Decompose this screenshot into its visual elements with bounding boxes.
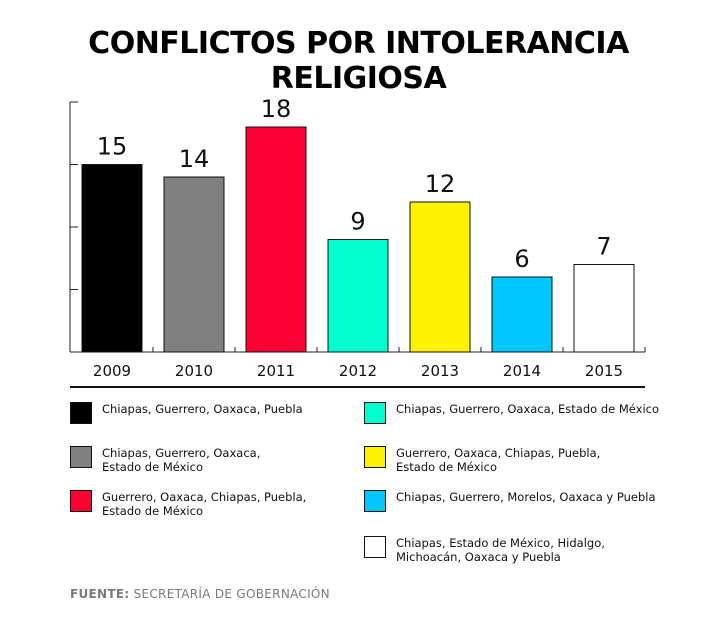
legend-label: Chiapas, Guerrero, Morelos, Oaxaca y Pue… bbox=[396, 490, 656, 504]
x-tick-label: 2010 bbox=[175, 362, 213, 380]
x-tick-label: 2009 bbox=[93, 362, 131, 380]
source-note: FUENTE: SECRETARÍA DE GOBERNACIÓN bbox=[70, 587, 330, 601]
chart-title: CONFLICTOS POR INTOLERANCIA RELIGIOSA bbox=[88, 26, 629, 96]
bar-2012 bbox=[327, 239, 389, 353]
bar-2014 bbox=[491, 276, 553, 353]
bar-2011 bbox=[245, 126, 307, 353]
source-text: SECRETARÍA DE GOBERNACIÓN bbox=[129, 587, 330, 601]
x-tick-label: 2015 bbox=[585, 362, 623, 380]
legend-label: Chiapas, Guerrero, Oaxaca, Estado de Méx… bbox=[102, 446, 261, 474]
legend-item: Chiapas, Guerrero, Oaxaca, Puebla bbox=[70, 402, 370, 424]
legend-label: Guerrero, Oaxaca, Chiapas, Puebla, Estad… bbox=[102, 490, 307, 518]
legend-swatch bbox=[364, 536, 386, 558]
legend-swatch bbox=[70, 490, 92, 512]
legend-label: Chiapas, Guerrero, Oaxaca, Puebla bbox=[102, 402, 303, 416]
x-tick-label: 2013 bbox=[421, 362, 459, 380]
legend-item: Guerrero, Oaxaca, Chiapas, Puebla, Estad… bbox=[364, 446, 664, 474]
legend-item: Chiapas, Guerrero, Oaxaca, Estado de Méx… bbox=[364, 402, 664, 424]
source-label: FUENTE: bbox=[70, 587, 130, 601]
data-label: 6 bbox=[514, 245, 529, 273]
bar-2010 bbox=[163, 176, 225, 353]
x-tick-label: 2011 bbox=[257, 362, 295, 380]
legend-swatch bbox=[364, 402, 386, 424]
legend-swatch bbox=[364, 446, 386, 468]
bar-2009 bbox=[81, 164, 143, 353]
data-label: 15 bbox=[97, 133, 128, 161]
data-label: 7 bbox=[596, 233, 611, 261]
legend-swatch bbox=[364, 490, 386, 512]
legend-item: Chiapas, Estado de México, Hidalgo, Mich… bbox=[364, 536, 664, 564]
bar-chart: 15 2009 14 2010 18 2011 9 2012 12 2013 6 2014 7 2015 bbox=[69, 95, 646, 388]
legend-item: Chiapas, Guerrero, Oaxaca, Estado de Méx… bbox=[70, 446, 370, 474]
legend-swatch bbox=[70, 446, 92, 468]
legend-label: Chiapas, Guerrero, Oaxaca, Estado de Méx… bbox=[396, 402, 660, 416]
legend: Chiapas, Guerrero, Oaxaca, Puebla Chiapa… bbox=[70, 398, 670, 568]
bars: 15 2009 14 2010 18 2011 9 2012 12 2013 6 2014 7 2015 bbox=[81, 95, 635, 380]
bar-2013 bbox=[409, 201, 471, 353]
data-label: 14 bbox=[179, 145, 210, 173]
legend-swatch bbox=[70, 402, 92, 424]
bar-2015 bbox=[573, 264, 635, 353]
x-tick-label: 2014 bbox=[503, 362, 541, 380]
x-tick-label: 2012 bbox=[339, 362, 377, 380]
legend-label: Guerrero, Oaxaca, Chiapas, Puebla, Estad… bbox=[396, 446, 601, 474]
data-label: 18 bbox=[261, 95, 292, 123]
legend-item: Chiapas, Guerrero, Morelos, Oaxaca y Pue… bbox=[364, 490, 664, 512]
legend-label: Chiapas, Estado de México, Hidalgo, Mich… bbox=[396, 536, 605, 564]
legend-item: Guerrero, Oaxaca, Chiapas, Puebla, Estad… bbox=[70, 490, 370, 518]
data-label: 9 bbox=[350, 208, 365, 236]
data-label: 12 bbox=[425, 170, 456, 198]
